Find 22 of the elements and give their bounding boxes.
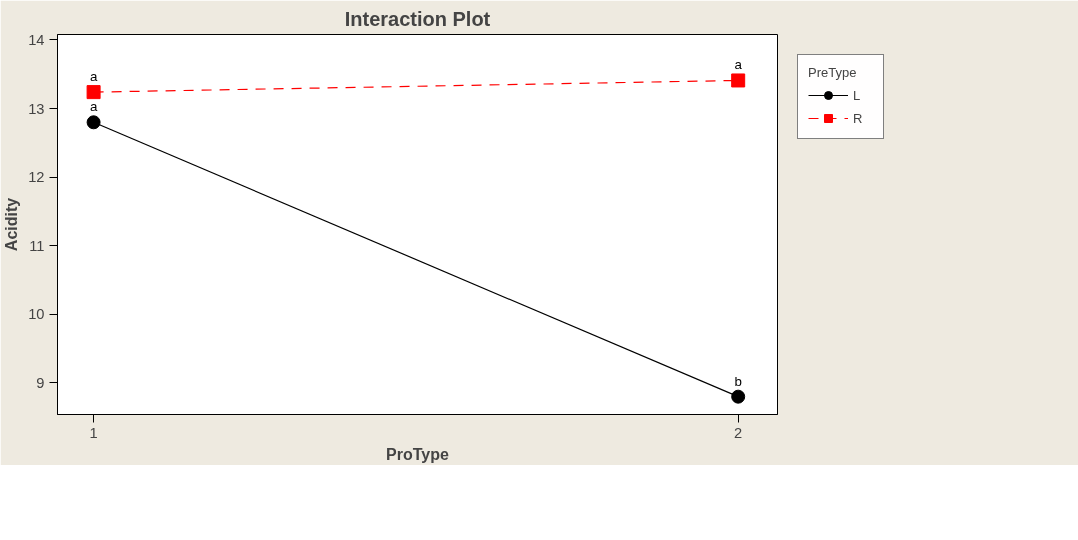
data-label: a xyxy=(89,99,98,115)
y-axis-title: Acidity xyxy=(3,197,21,252)
y-tick-label: 11 xyxy=(29,237,45,254)
data-label: a xyxy=(734,57,743,73)
legend-label: L xyxy=(853,87,862,103)
point xyxy=(86,85,101,100)
data-label: b xyxy=(734,373,742,389)
x-axis-title: ProType xyxy=(386,445,450,463)
x-tick-label: 1 xyxy=(89,424,98,441)
chart-title: Interaction Plot xyxy=(344,7,491,30)
point xyxy=(86,115,101,130)
data-label: a xyxy=(89,69,98,85)
legend-label: R xyxy=(853,110,864,126)
y-tick-label: 10 xyxy=(28,306,45,323)
y-tick-label: 14 xyxy=(28,31,45,48)
y-tick-label: 13 xyxy=(28,100,45,117)
y-tick-label: 9 xyxy=(36,374,45,391)
legend-title: PreType xyxy=(808,65,858,80)
point xyxy=(731,389,746,404)
x-tick-label: 2 xyxy=(734,424,743,441)
y-tick-label: 12 xyxy=(28,169,45,186)
point xyxy=(731,73,746,88)
